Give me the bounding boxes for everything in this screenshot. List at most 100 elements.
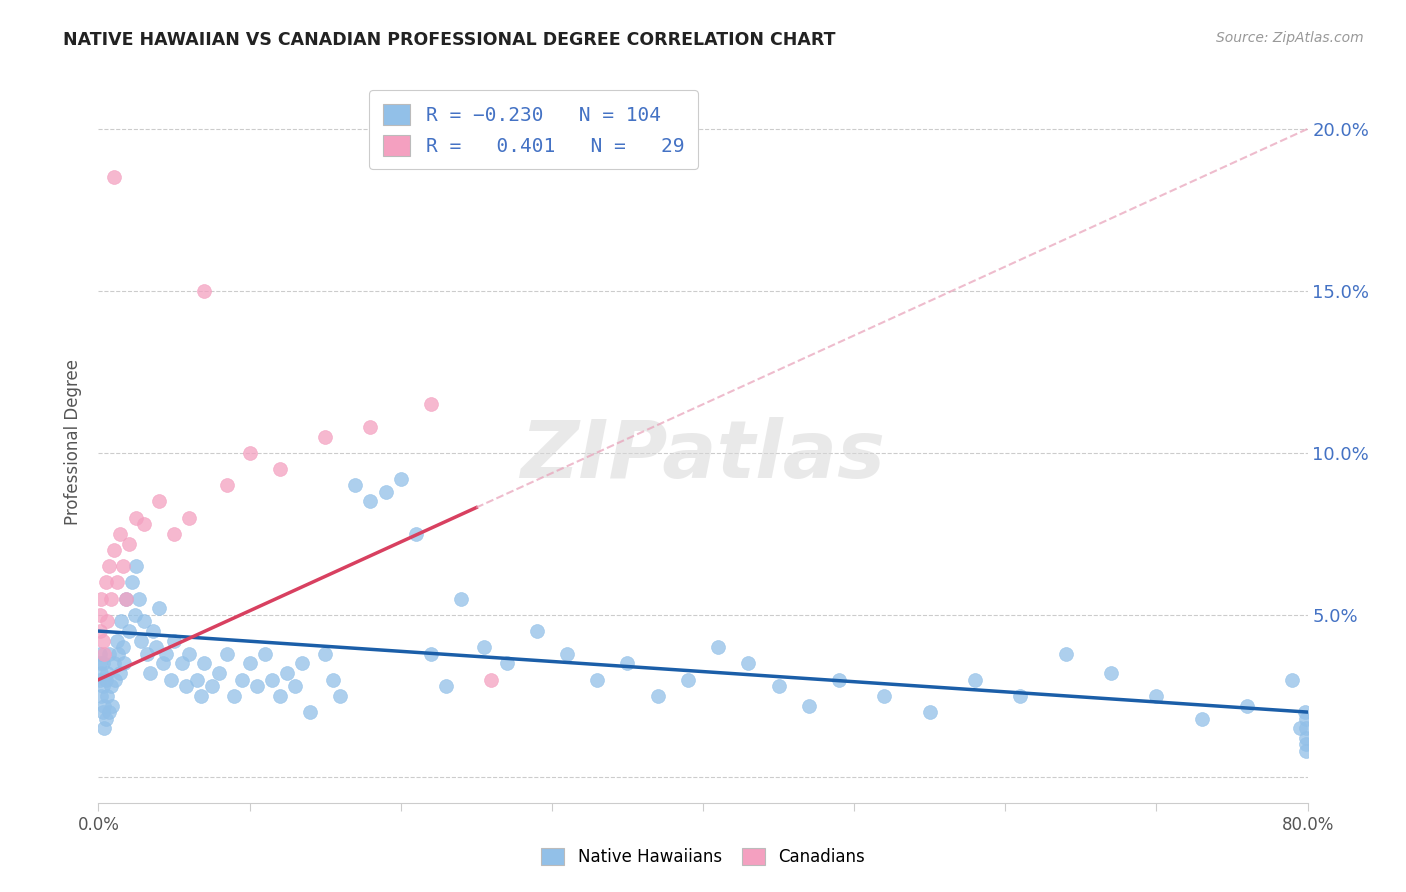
Point — [965, 673, 987, 687]
Point — [93, 721, 115, 735]
Point — [111, 640, 134, 655]
Point — [96, 689, 118, 703]
Point — [360, 420, 382, 434]
Point — [389, 472, 412, 486]
Point — [1191, 712, 1213, 726]
Point — [322, 673, 344, 687]
Point — [276, 666, 298, 681]
Point — [98, 647, 121, 661]
Point — [93, 647, 115, 661]
Point — [163, 527, 186, 541]
Point — [108, 527, 131, 541]
Point — [208, 666, 231, 681]
Point — [1236, 698, 1258, 713]
Point — [107, 647, 129, 661]
Point — [91, 679, 114, 693]
Point — [472, 640, 495, 655]
Point — [91, 633, 114, 648]
Point — [118, 624, 141, 638]
Point — [1295, 738, 1317, 752]
Point — [129, 633, 152, 648]
Point — [239, 657, 262, 671]
Point — [179, 647, 201, 661]
Point — [1295, 731, 1317, 745]
Point — [1295, 721, 1317, 735]
Point — [918, 705, 941, 719]
Point — [768, 679, 790, 693]
Point — [114, 591, 136, 606]
Point — [231, 673, 253, 687]
Point — [90, 689, 112, 703]
Point — [111, 559, 134, 574]
Point — [647, 689, 669, 703]
Point — [160, 673, 183, 687]
Point — [128, 591, 150, 606]
Point — [1295, 712, 1317, 726]
Point — [89, 673, 111, 687]
Point — [1099, 666, 1122, 681]
Point — [284, 679, 307, 693]
Point — [103, 170, 125, 185]
Point — [1281, 673, 1303, 687]
Point — [96, 666, 118, 681]
Point — [1289, 721, 1312, 735]
Point — [707, 640, 730, 655]
Point — [148, 494, 170, 508]
Point — [481, 673, 503, 687]
Point — [239, 446, 262, 460]
Point — [314, 647, 336, 661]
Point — [215, 478, 238, 492]
Point — [797, 698, 820, 713]
Point — [269, 462, 291, 476]
Point — [98, 559, 121, 574]
Point — [616, 657, 638, 671]
Point — [105, 633, 128, 648]
Point — [420, 397, 443, 411]
Point — [873, 689, 896, 703]
Point — [91, 657, 114, 671]
Point — [89, 647, 111, 661]
Point — [103, 543, 125, 558]
Legend: R = −0.230   N = 104, R =   0.401   N =   29: R = −0.230 N = 104, R = 0.401 N = 29 — [370, 90, 697, 169]
Point — [1054, 647, 1077, 661]
Point — [132, 517, 155, 532]
Point — [90, 591, 112, 606]
Point — [193, 284, 215, 298]
Point — [495, 657, 517, 671]
Point — [299, 705, 322, 719]
Point — [420, 647, 443, 661]
Point — [89, 624, 111, 638]
Point — [148, 601, 170, 615]
Point — [89, 607, 111, 622]
Point — [163, 633, 186, 648]
Point — [98, 705, 121, 719]
Point — [125, 510, 148, 524]
Point — [201, 679, 224, 693]
Text: NATIVE HAWAIIAN VS CANADIAN PROFESSIONAL DEGREE CORRELATION CHART: NATIVE HAWAIIAN VS CANADIAN PROFESSIONAL… — [63, 31, 835, 49]
Point — [676, 673, 699, 687]
Point — [1144, 689, 1167, 703]
Point — [101, 698, 124, 713]
Point — [114, 591, 136, 606]
Point — [142, 624, 165, 638]
Point — [186, 673, 208, 687]
Point — [344, 478, 367, 492]
Point — [828, 673, 851, 687]
Point — [145, 640, 167, 655]
Point — [100, 679, 122, 693]
Point — [155, 647, 177, 661]
Point — [253, 647, 276, 661]
Point — [1295, 744, 1317, 758]
Point — [434, 679, 457, 693]
Point — [132, 615, 155, 629]
Point — [152, 657, 174, 671]
Point — [91, 705, 114, 719]
Point — [314, 430, 336, 444]
Y-axis label: Professional Degree: Professional Degree — [65, 359, 83, 524]
Point — [104, 673, 127, 687]
Point — [450, 591, 472, 606]
Point — [555, 647, 578, 661]
Point — [94, 673, 117, 687]
Point — [110, 615, 132, 629]
Point — [170, 657, 193, 671]
